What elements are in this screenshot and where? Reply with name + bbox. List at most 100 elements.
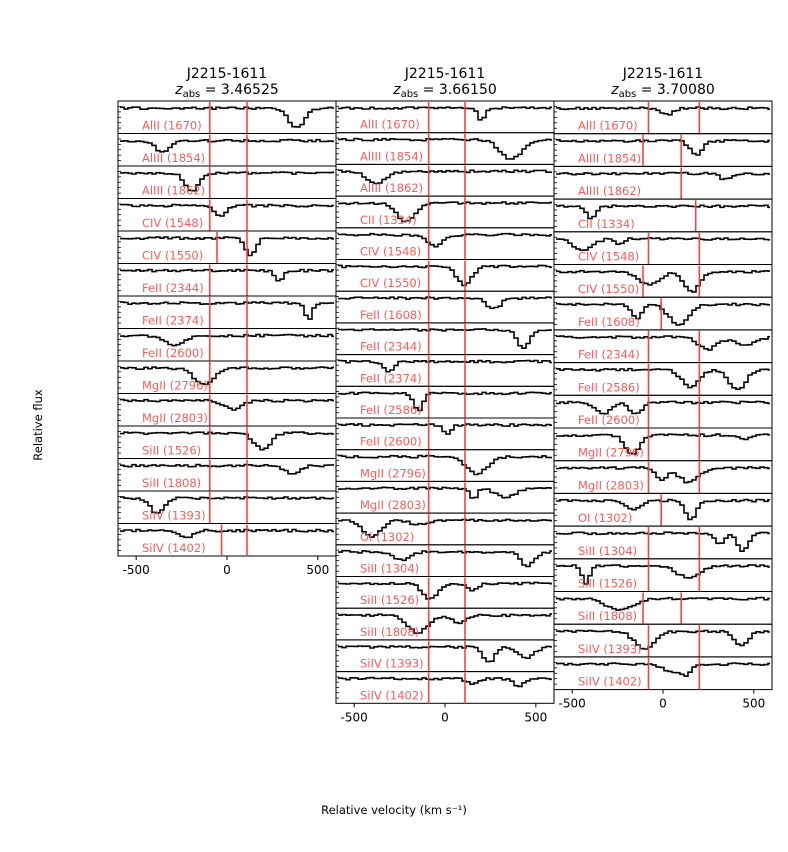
spectrum-row: MgII (2796) — [117, 360, 337, 394]
ion-label: FeII (2374) — [142, 314, 204, 328]
flux-spectrum — [556, 237, 770, 251]
flux-spectrum — [120, 333, 334, 347]
flux-spectrum — [120, 431, 334, 451]
x-tick-label: 0 — [441, 710, 449, 724]
spectrum-row: FeII (2344) — [117, 263, 337, 297]
spectrum-row: FeII (2374) — [335, 354, 555, 387]
flux-spectrum — [338, 391, 552, 412]
flux-spectrum — [338, 486, 552, 499]
spectrum-row: CIV (1550) — [335, 259, 555, 292]
flux-spectrum — [338, 264, 552, 287]
flux-spectrum — [338, 232, 552, 248]
spectrum-row: MgII (2796) — [553, 427, 773, 462]
flux-spectrum — [338, 296, 552, 310]
spectrum-row: AlII (1670) — [117, 100, 337, 134]
spectrum-row: FeII (2600) — [553, 394, 773, 429]
ion-label: CII (1334) — [578, 217, 635, 231]
ion-label: CIV (1550) — [360, 276, 421, 290]
ion-label: AlIII (1854) — [360, 149, 423, 163]
panel-redshift: zabs = 3.46525 — [174, 82, 279, 100]
ion-label: FeII (1608) — [360, 308, 422, 322]
ion-label: SiIV (1402) — [578, 675, 642, 689]
flux-spectrum — [120, 496, 334, 514]
ion-label: FeII (2344) — [142, 281, 204, 295]
flux-spectrum — [556, 139, 770, 156]
ion-label: FeII (2600) — [578, 413, 640, 427]
ion-label: SiII (1304) — [360, 562, 419, 576]
ion-label: CIV (1550) — [142, 249, 203, 263]
spectrum-row: CIV (1548) — [117, 198, 337, 232]
spectrum-row: OI (1302) — [335, 512, 555, 546]
flux-spectrum — [556, 204, 770, 220]
spectrum-row: MgII (2796) — [335, 449, 555, 482]
ion-label: SiII (1526) — [360, 593, 419, 607]
flux-spectrum — [338, 645, 552, 663]
flux-spectrum — [120, 268, 334, 282]
x-tick-label: -500 — [123, 563, 150, 577]
flux-spectrum — [338, 518, 552, 538]
ion-label: FeII (2600) — [360, 435, 422, 449]
flux-spectrum — [120, 106, 334, 128]
panel-redshift: zabs = 3.70080 — [610, 82, 715, 100]
spectrum-row: FeII (2600) — [335, 417, 555, 451]
flux-spectrum — [120, 138, 334, 153]
ion-label: FeII (2344) — [360, 340, 422, 354]
ion-label: OI (1302) — [578, 511, 632, 525]
ion-label: SiIV (1402) — [142, 541, 206, 555]
spectrum-row: CIV (1550) — [117, 230, 337, 264]
spectrum-row: FeII (2374) — [117, 295, 337, 329]
spectrum-row: CIV (1548) — [553, 231, 773, 266]
flux-spectrum — [556, 106, 770, 116]
spectrum-row: MgII (2803) — [553, 460, 773, 494]
spectrum-row: SiII (1304) — [553, 525, 773, 560]
spectrum-row: AlIII (1854) — [553, 133, 773, 167]
ion-label: FeII (2586) — [578, 380, 640, 394]
spectrum-row: SiIV (1402) — [553, 656, 773, 691]
ion-label: FeII (2344) — [578, 348, 640, 362]
spectrum-row: AlIII (1862) — [117, 165, 337, 199]
spectrum-row: SiIV (1393) — [553, 623, 773, 658]
spectrum-row: AlIII (1854) — [117, 133, 337, 167]
spectrum-row: AlIII (1862) — [335, 163, 555, 197]
ion-label: SiIV (1402) — [360, 688, 424, 702]
flux-spectrum — [556, 433, 770, 455]
x-tick-label: 0 — [223, 563, 231, 577]
spectrum-row: CII (1334) — [553, 198, 773, 233]
spectrum-row: FeII (2344) — [553, 329, 773, 364]
spectrum-row: CIV (1550) — [553, 264, 773, 298]
flux-spectrum — [338, 201, 552, 223]
spectrum-row: AlII (1670) — [335, 100, 555, 134]
flux-spectrum — [338, 676, 552, 688]
spectrum-row: SiII (1808) — [553, 591, 773, 625]
spectrum-row: SiIV (1402) — [335, 671, 555, 704]
spectrum-row: SiIV (1393) — [335, 639, 555, 673]
spectrum-row: MgII (2803) — [335, 480, 555, 514]
flux-spectrum — [556, 171, 770, 181]
ion-label: SiII (1808) — [360, 625, 419, 639]
ion-label: MgII (2803) — [360, 498, 426, 512]
flux-spectrum — [120, 366, 334, 386]
flux-spectrum — [338, 613, 552, 634]
spectrum-row: SiII (1304) — [335, 544, 555, 577]
ion-label: AlII (1670) — [360, 118, 420, 132]
flux-spectrum — [120, 528, 334, 539]
x-axis-label: Relative velocity (km s⁻¹) — [321, 803, 467, 817]
flux-spectrum — [556, 367, 770, 390]
spectrum-row: SiII (1526) — [117, 425, 337, 459]
ion-label: SiII (1808) — [142, 476, 201, 490]
spectrum-row: AlIII (1854) — [335, 132, 555, 165]
ion-label: FeII (1608) — [578, 315, 640, 329]
flux-spectrum — [556, 269, 770, 293]
x-tick-label: 500 — [524, 710, 547, 724]
flux-spectrum — [120, 463, 334, 475]
flux-spectrum — [338, 581, 552, 600]
ion-label: MgII (2796) — [142, 379, 208, 393]
spectrum-row: MgII (2803) — [117, 393, 337, 427]
flux-spectrum — [120, 171, 334, 192]
ion-label: OI (1302) — [360, 530, 414, 544]
ion-label: MgII (2796) — [360, 466, 426, 480]
